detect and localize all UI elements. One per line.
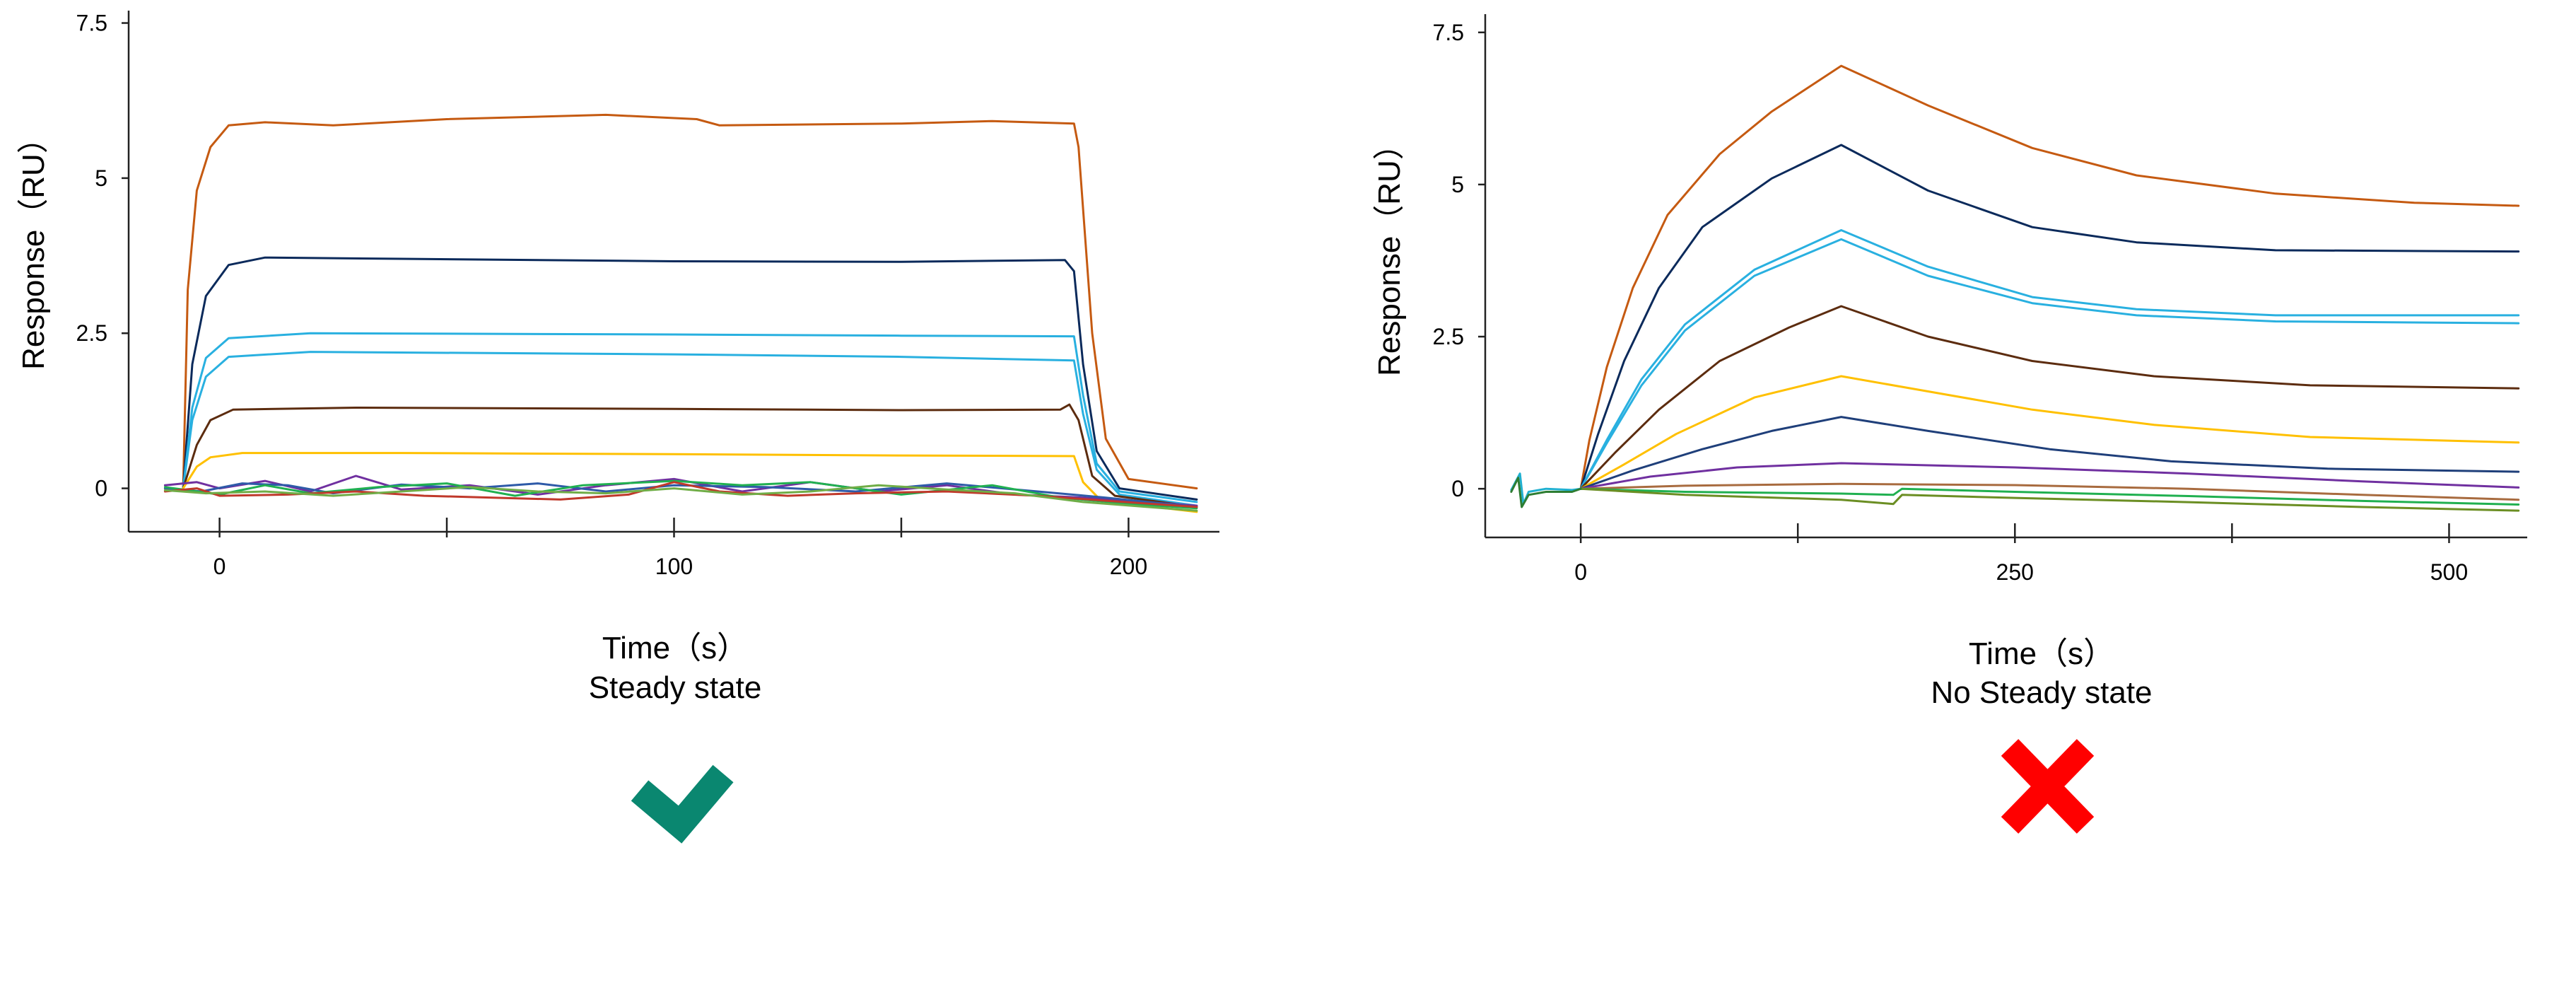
x-axis-label: Time（s） — [1969, 636, 2114, 671]
series-line-2 — [1579, 144, 2520, 490]
series-line-1 — [1579, 64, 2520, 490]
series-line-12 — [1510, 472, 1582, 506]
series-line-11 — [163, 484, 1198, 512]
series-line-10 — [1579, 487, 2520, 506]
x-axis-label: Time（s） — [602, 631, 748, 665]
series-line-1 — [182, 113, 1198, 490]
series-line-6 — [1579, 375, 2520, 490]
chart-no-steady-state: 0 2.5 5 7.5 0 250 500 Response（RU） Time（s） No … — [1372, 14, 2527, 834]
x-tick-label: 0 — [213, 554, 226, 579]
ticks-no-steady-state: 0 2.5 5 7.5 0 250 500 — [1433, 20, 2469, 585]
cross-icon — [2001, 739, 2095, 834]
y-tick-label: 5 — [1451, 172, 1464, 197]
x-tick-label: 250 — [1996, 559, 2034, 585]
series-line-5 — [182, 403, 1198, 508]
series-line-9 — [1579, 482, 2520, 501]
y-tick-label: 0 — [95, 476, 107, 501]
chart-steady-state: 0 2.5 5 7.5 0 100 200 Response（RU） Time（s） Ste… — [16, 11, 1219, 844]
series-line-4 — [182, 351, 1198, 507]
chart-caption-no-steady-state: No Steady state — [1931, 675, 2152, 710]
series-line-10 — [163, 481, 1198, 508]
check-icon — [631, 764, 734, 844]
x-tick-label: 0 — [1574, 559, 1587, 585]
y-tick-label: 2.5 — [1433, 324, 1464, 349]
chart-caption-steady-state: Steady state — [589, 670, 762, 705]
y-axis-label: Response（RU） — [1372, 129, 1407, 376]
series-line-7 — [1579, 416, 2520, 490]
ticks-steady-state: 0 2.5 5 7.5 0 100 200 — [76, 11, 1148, 579]
series-line-3 — [182, 332, 1198, 503]
x-tick-label: 100 — [655, 554, 693, 579]
series-group-no-steady-state — [1510, 64, 2520, 512]
y-tick-label: 7.5 — [1433, 20, 1464, 45]
y-tick-label: 5 — [95, 165, 107, 191]
series-group-steady-state — [163, 113, 1198, 513]
x-tick-label: 500 — [2430, 559, 2468, 585]
series-line-2 — [182, 256, 1198, 501]
series-line-13 — [1510, 477, 1582, 508]
series-line-6 — [182, 452, 1198, 513]
series-line-3 — [1579, 229, 2520, 490]
series-line-4 — [1579, 238, 2520, 490]
y-tick-label: 2.5 — [76, 320, 107, 346]
y-tick-label: 0 — [1451, 476, 1464, 501]
x-tick-label: 200 — [1110, 554, 1147, 579]
series-line-5 — [1579, 305, 2520, 490]
series-line-11 — [1579, 487, 2520, 512]
series-line-8 — [1579, 462, 2520, 490]
y-tick-label: 7.5 — [76, 11, 107, 36]
series-line-9 — [163, 479, 1198, 510]
y-axis-label: Response（RU） — [16, 122, 51, 370]
series-line-7 — [163, 474, 1198, 507]
